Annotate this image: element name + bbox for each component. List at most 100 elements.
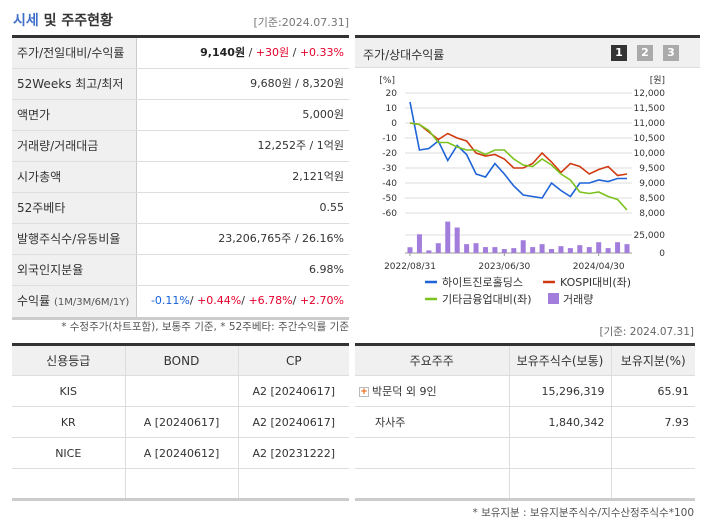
table-cell: 15,296,319 <box>509 375 612 407</box>
x-tick-label: 2024/04/30 <box>573 262 625 272</box>
summary-value: 6.98% <box>309 263 344 276</box>
volume-bar <box>416 234 422 253</box>
left-tick-label: 10 <box>386 104 398 114</box>
volume-bar <box>482 247 488 253</box>
volume-bar <box>492 247 498 253</box>
volume-bar <box>567 248 573 253</box>
left-tick-label: -20 <box>382 149 397 159</box>
volume-bar <box>558 246 564 253</box>
table-cell <box>509 437 612 469</box>
table-row <box>355 437 695 469</box>
volume-bar <box>511 248 517 253</box>
right-tick-label: 8,500 <box>639 194 665 204</box>
table-cell: A2 [20240617] <box>238 406 349 438</box>
right-tick-label: 11,500 <box>634 104 666 114</box>
major-shareholders-table: 주요주주 보유주식수(보통) 보유지분(%) + 박문덕 외 9인 15,296,319 6… <box>355 343 695 501</box>
table-cell: + 박문덕 외 9인 <box>355 375 510 407</box>
table-cell: A [20240617] <box>125 406 239 438</box>
table-row: KIS A2 [20240617] <box>12 375 349 407</box>
summary-note: * 수정주가(차트포함), 보통주 기준, * 52주베타: 주간수익률 기준 <box>61 321 349 333</box>
left-tick-label: -30 <box>382 164 397 174</box>
summary-label: 발행주식수/유동비율 <box>12 224 137 254</box>
summary-label: 주가/전일대비/수익률 <box>12 38 137 68</box>
right-tick-label: 10,000 <box>634 149 666 159</box>
volume-bar <box>445 221 451 253</box>
summary-row: 수익률 (1M/3M/6M/1Y) -0.11%/ +0.44%/ +6.78%/… <box>12 286 349 317</box>
table-cell <box>12 468 126 500</box>
summary-label: 수익률 (1M/3M/6M/1Y) <box>12 286 137 317</box>
volume-bar <box>407 247 413 253</box>
table-cell: 65.91 <box>611 375 695 407</box>
x-tick-label: 2023/06/30 <box>478 262 530 272</box>
table-row: + 박문덕 외 9인 15,296,319 65.91 <box>355 375 695 407</box>
right-tick-label: 11,000 <box>634 119 666 129</box>
right-tick-label: 10,500 <box>634 134 666 144</box>
volume-bar <box>530 247 536 253</box>
volume-bar <box>454 227 460 253</box>
summary-value: 9,140원 / +30원 / +0.33% <box>200 46 344 59</box>
column-header: BOND <box>125 344 239 376</box>
left-tick-label: 0 <box>391 119 397 129</box>
summary-label: 외국인지분율 <box>12 255 137 285</box>
left-tick-label: -40 <box>382 179 397 189</box>
right-tick-label: 12,000 <box>634 89 666 99</box>
summary-table: 주가/전일대비/수익률 9,140원 / +30원 / +0.33% 52Weeks… <box>12 35 349 320</box>
summary-row: 발행주식수/유동비율 23,206,765주 / 26.16% <box>12 224 349 255</box>
summary-value: 9,680원 / 8,320원 <box>250 77 344 90</box>
table-cell: A [20240612] <box>125 437 239 469</box>
legend-label: 하이트진로홀딩스 <box>442 275 523 289</box>
summary-label: 액면가 <box>12 100 137 130</box>
price-chart: [%] [원] 20 12,000 10 11,500 0 11,000 -10 10,500 -2… <box>379 75 666 306</box>
right-tick-label: 9,500 <box>639 164 665 174</box>
x-tick-label: 2022/08/31 <box>384 262 436 272</box>
summary-row: 액면가 5,000원 <box>12 100 349 131</box>
section-title: 시세 및 주주현황 <box>13 13 113 29</box>
right-tick-label: 9,000 <box>639 179 665 189</box>
basis-date: [기준:2024.07.31] <box>253 16 349 29</box>
volume-bar <box>624 244 630 253</box>
credit-rating-table: 신용등급 BOND CP KIS A2 [20240617] KR A [20240617]… <box>12 343 349 501</box>
left-tick-label: -60 <box>382 209 397 219</box>
volume-bar <box>586 247 592 253</box>
legend-label: 거래량 <box>563 293 593 306</box>
summary-value: 23,206,765주 / 26.16% <box>218 232 344 245</box>
chart-page-1-button[interactable]: 1 <box>611 45 627 61</box>
table-cell: 자사주 <box>355 406 510 438</box>
table-row <box>12 468 349 500</box>
table-cell <box>238 468 349 500</box>
legend-swatch <box>548 293 559 304</box>
summary-row: 거래량/거래대금 12,252주 / 1억원 <box>12 131 349 162</box>
table-row: NICE A [20240612] A2 [20231222] <box>12 437 349 469</box>
left-tick-label: 20 <box>386 89 398 99</box>
left-tick-label: -10 <box>382 134 397 144</box>
holders-basis-date: [기준: 2024.07.31] <box>599 326 694 338</box>
holders-note: * 보유지분 : 보유지분주식수/지수산정주식수*100 <box>472 507 694 519</box>
series-line <box>409 122 628 211</box>
table-cell <box>125 468 239 500</box>
volume-bar <box>577 245 583 253</box>
series-line <box>409 122 628 177</box>
summary-label: 52주베타 <box>12 193 137 223</box>
volume-bar <box>615 242 621 253</box>
series-line <box>409 101 627 199</box>
summary-label: 시가총액 <box>12 162 137 192</box>
chart-page-3-button[interactable]: 3 <box>663 45 679 61</box>
summary-value: 5,000원 <box>302 108 344 121</box>
left-axis-unit: [%] <box>379 76 395 86</box>
volume-bar <box>539 244 545 253</box>
table-cell: KIS <box>12 375 126 407</box>
expand-icon[interactable]: + <box>359 387 369 397</box>
volume-bar <box>473 243 479 253</box>
table-cell <box>509 468 612 500</box>
table-row: KR A [20240617] A2 [20240617] <box>12 406 349 438</box>
summary-row: 외국인지분율 6.98% <box>12 255 349 286</box>
volume-bar <box>596 242 602 253</box>
summary-row: 52주베타 0.55 <box>12 193 349 224</box>
chart-page-2-button[interactable]: 2 <box>637 45 653 61</box>
table-cell: A2 [20240617] <box>238 375 349 407</box>
volume-tick-label: 25,000 <box>634 231 666 241</box>
summary-label: 52Weeks 최고/최저 <box>12 69 137 99</box>
summary-value: 0.55 <box>319 201 345 214</box>
table-cell: KR <box>12 406 126 438</box>
table-cell: 7.93 <box>611 406 695 438</box>
